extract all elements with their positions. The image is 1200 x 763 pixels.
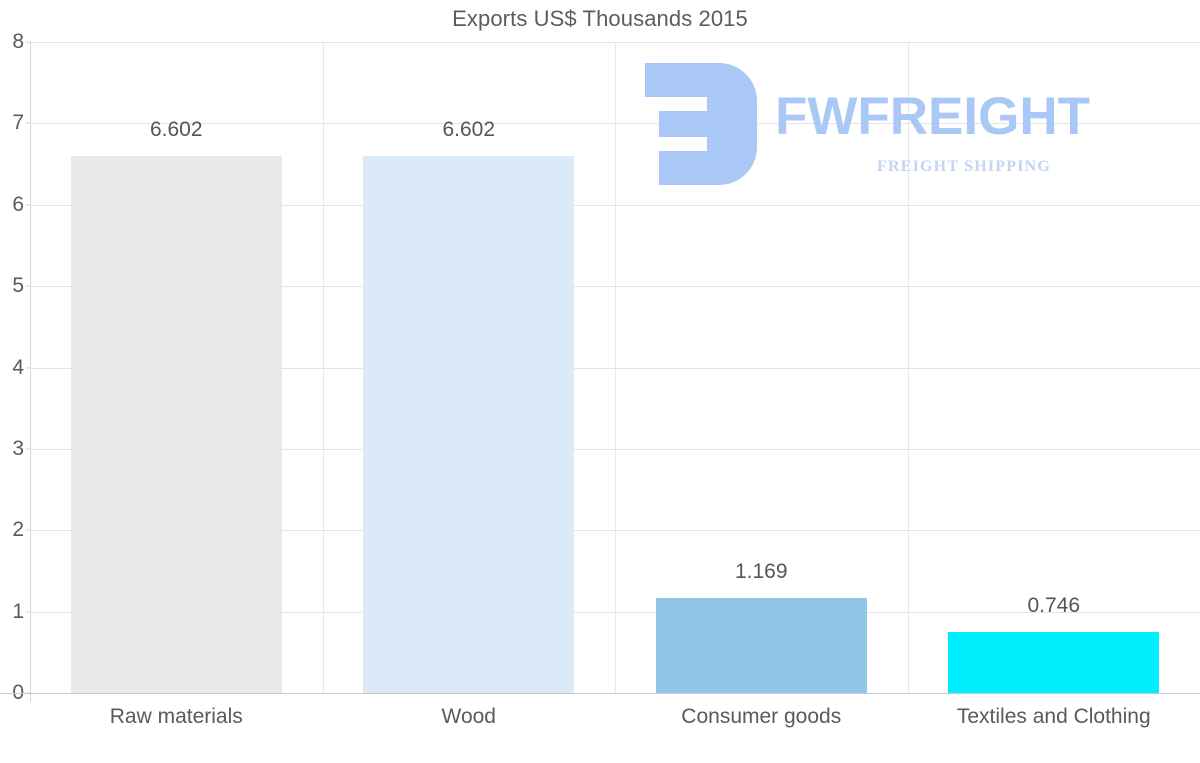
bar[interactable]	[948, 632, 1160, 693]
bar-value-label: 1.169	[734, 559, 788, 583]
gridline-vertical	[615, 42, 616, 693]
y-axis-tick-mark	[26, 204, 31, 206]
x-axis-category-label: Wood	[441, 705, 496, 728]
y-axis-tick-mark	[26, 448, 31, 450]
y-axis-tick-label: 5	[12, 274, 24, 298]
y-axis-tick-label: 1	[12, 599, 24, 623]
y-axis-tick-mark	[26, 122, 31, 124]
y-axis-tick-mark	[26, 285, 31, 287]
bar-value-label: 0.746	[1027, 594, 1081, 618]
y-axis-tick-mark	[26, 529, 31, 531]
y-axis-tick-label: 8	[12, 30, 24, 53]
gridline-vertical	[322, 42, 324, 693]
x-axis-category-label: Raw materials	[109, 705, 243, 728]
bar[interactable]	[70, 155, 282, 693]
y-axis-tick-mark	[26, 41, 31, 43]
chart-title: Exports US$ Thousands 2015	[452, 6, 748, 31]
x-axis-line	[0, 693, 1200, 694]
gridline-vertical	[907, 42, 909, 693]
y-axis-tick-label: 0	[0, 681, 24, 705]
bar-value-label: 6.602	[149, 117, 203, 141]
y-axis-tick-mark	[26, 611, 31, 613]
y-axis-tick-label: 4	[12, 355, 24, 379]
y-axis-tick-mark	[26, 367, 31, 368]
bar[interactable]	[363, 155, 575, 693]
x-axis-category-label: Textiles and Clothing	[956, 705, 1151, 728]
y-axis-tick-label: 6	[12, 192, 24, 216]
y-axis-tick-label: 7	[12, 111, 24, 135]
bar-value-label: 6.602	[442, 117, 496, 141]
y-axis-tick-label: 3	[12, 436, 24, 460]
bar[interactable]	[655, 597, 867, 693]
x-axis-category-label: Consumer goods	[681, 705, 842, 728]
y-axis-line	[30, 42, 31, 702]
y-axis-tick-label: 2	[12, 518, 24, 542]
